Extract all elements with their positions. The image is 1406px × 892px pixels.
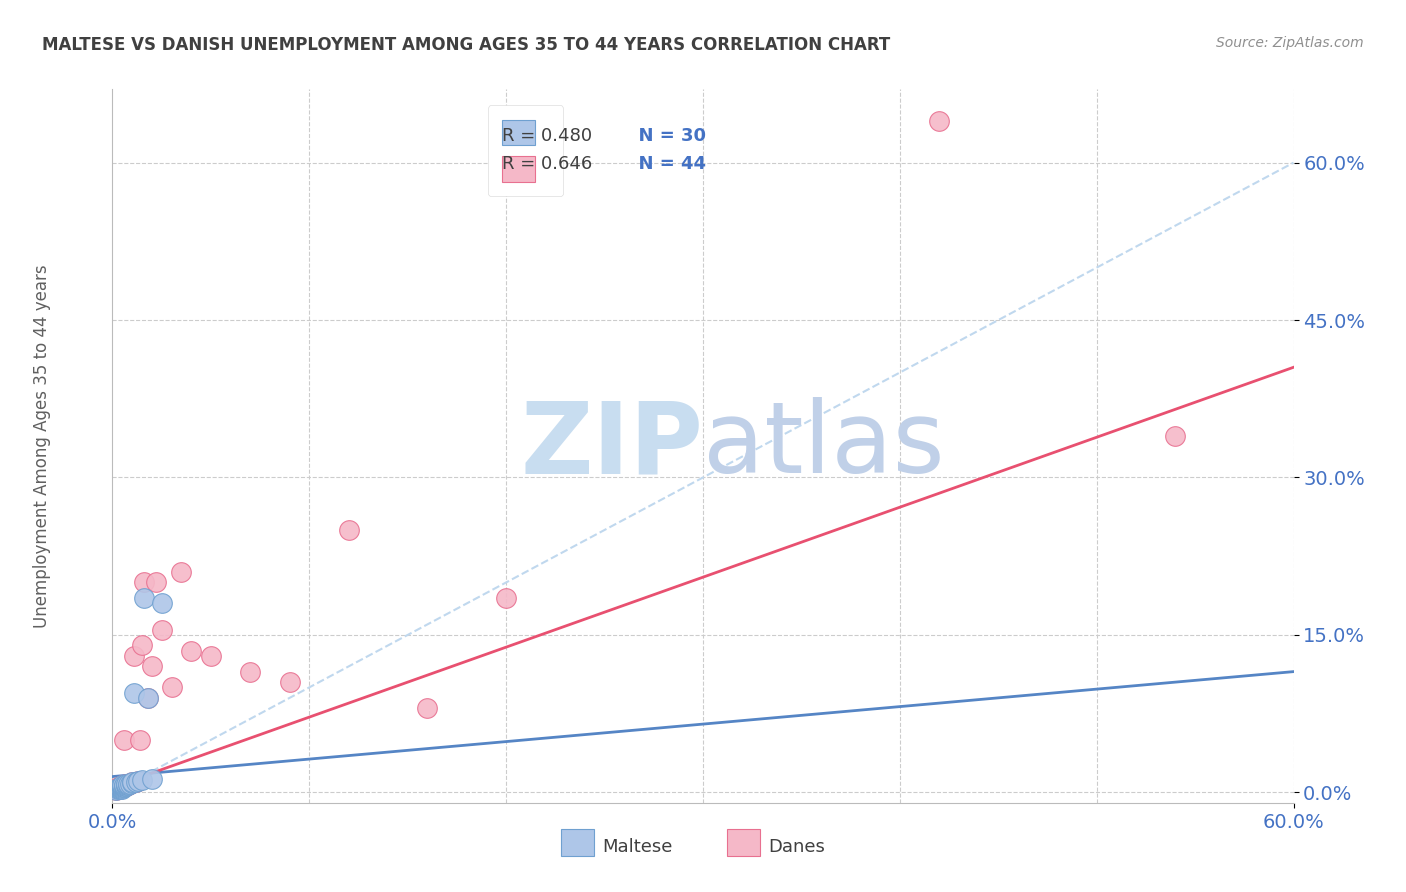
- Point: [115, 779, 138, 793]
- Point: [131, 772, 153, 787]
- Point: [125, 774, 148, 789]
- Point: [111, 782, 134, 797]
- Point: [111, 779, 134, 793]
- Point: [141, 772, 163, 786]
- Point: [121, 776, 143, 790]
- Legend: , : ,: [488, 105, 564, 196]
- Text: N = 44: N = 44: [626, 155, 706, 173]
- Point: [121, 776, 143, 790]
- Point: [112, 779, 135, 793]
- Point: [127, 773, 149, 788]
- Point: [150, 596, 173, 610]
- Point: [110, 781, 132, 796]
- Text: MALTESE VS DANISH UNEMPLOYMENT AMONG AGES 35 TO 44 YEARS CORRELATION CHART: MALTESE VS DANISH UNEMPLOYMENT AMONG AGE…: [42, 36, 890, 54]
- Point: [337, 523, 360, 537]
- Text: Maltese: Maltese: [603, 838, 673, 856]
- Point: [239, 665, 262, 679]
- Point: [132, 575, 155, 590]
- Point: [111, 778, 134, 792]
- Point: [180, 643, 202, 657]
- Point: [115, 777, 138, 791]
- Point: [416, 701, 439, 715]
- Point: [107, 782, 129, 797]
- Point: [495, 591, 517, 606]
- Point: [117, 777, 139, 791]
- Point: [107, 781, 129, 796]
- Point: [121, 774, 143, 789]
- Text: N = 30: N = 30: [626, 127, 706, 145]
- Point: [120, 777, 142, 791]
- Text: Unemployment Among Ages 35 to 44 years: Unemployment Among Ages 35 to 44 years: [32, 264, 51, 628]
- Point: [110, 782, 132, 797]
- Point: [928, 113, 950, 128]
- Point: [170, 565, 193, 579]
- Point: [117, 778, 139, 792]
- Point: [110, 780, 132, 794]
- Point: [160, 681, 183, 695]
- Point: [110, 780, 132, 794]
- Point: [105, 783, 128, 797]
- Point: [136, 690, 159, 705]
- Point: [1164, 428, 1187, 442]
- Point: [122, 648, 145, 663]
- Point: [110, 781, 132, 796]
- Point: [105, 782, 128, 797]
- Point: [111, 781, 134, 796]
- Point: [112, 778, 135, 792]
- Point: [136, 690, 159, 705]
- Point: [112, 780, 135, 794]
- Point: [110, 782, 132, 797]
- Text: R = 0.646: R = 0.646: [502, 155, 592, 173]
- Point: [121, 774, 143, 789]
- Point: [111, 781, 134, 796]
- FancyBboxPatch shape: [561, 830, 595, 856]
- Point: [107, 781, 129, 796]
- Point: [115, 779, 138, 793]
- Point: [132, 591, 155, 606]
- Point: [105, 783, 128, 797]
- Point: [112, 732, 135, 747]
- Point: [120, 777, 142, 791]
- Point: [131, 639, 153, 653]
- Point: [117, 777, 139, 791]
- Point: [141, 659, 163, 673]
- Point: [111, 778, 134, 792]
- Point: [145, 575, 167, 590]
- Text: R = 0.480: R = 0.480: [502, 127, 592, 145]
- Point: [115, 778, 138, 792]
- Point: [111, 780, 134, 794]
- Text: Source: ZipAtlas.com: Source: ZipAtlas.com: [1216, 36, 1364, 50]
- Point: [129, 732, 152, 747]
- Point: [111, 779, 134, 793]
- Point: [127, 773, 149, 788]
- Text: atlas: atlas: [703, 398, 945, 494]
- Point: [112, 780, 135, 794]
- Point: [278, 675, 301, 690]
- Point: [111, 780, 134, 794]
- FancyBboxPatch shape: [727, 830, 759, 856]
- Text: Danes: Danes: [768, 838, 825, 856]
- Point: [125, 774, 148, 789]
- Point: [107, 780, 129, 794]
- Point: [122, 685, 145, 699]
- Point: [200, 648, 222, 663]
- Point: [112, 779, 135, 793]
- Point: [117, 778, 139, 792]
- Point: [115, 778, 138, 792]
- Point: [107, 782, 129, 797]
- Text: ZIP: ZIP: [520, 398, 703, 494]
- Point: [115, 777, 138, 791]
- Point: [150, 623, 173, 637]
